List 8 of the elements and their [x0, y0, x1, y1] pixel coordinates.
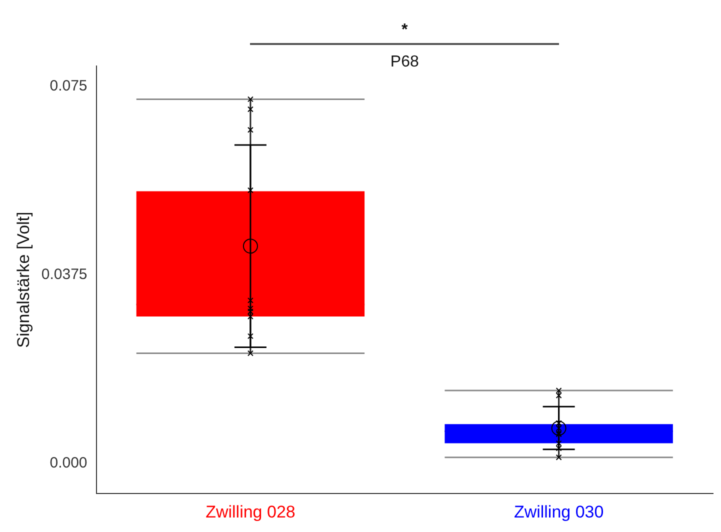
y-axis-title: Signalstärke [Volt]	[14, 212, 33, 348]
x-tick-label: Zwilling 030	[514, 502, 604, 522]
annotation: P68	[390, 53, 419, 70]
y-tick-label: 0.075	[50, 77, 88, 94]
x-tick-label: Zwilling 028	[206, 502, 296, 522]
y-tick-label: 0.000	[50, 454, 88, 472]
y-tick-label: 0.0375	[41, 266, 88, 283]
text: *	[402, 21, 409, 38]
